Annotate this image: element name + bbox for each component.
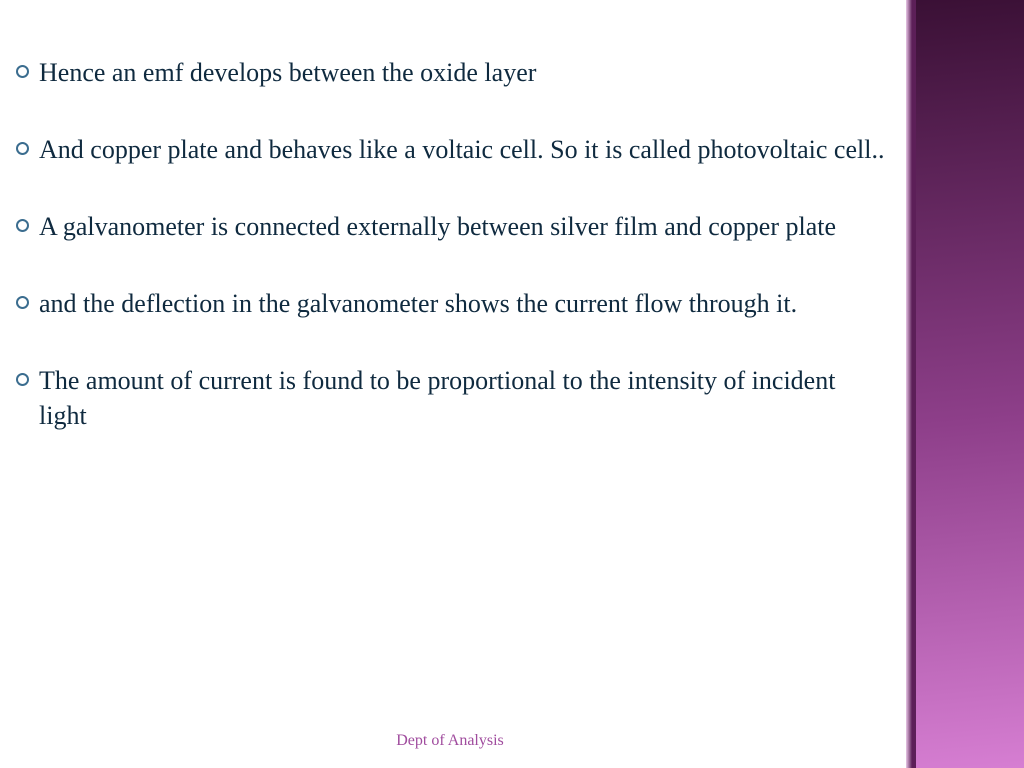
bullet-text: and the deflection in the galvanometer s… (39, 286, 886, 321)
bullet-text: A galvanometer is connected externally b… (39, 209, 886, 244)
bullet-text: The amount of current is found to be pro… (39, 363, 886, 433)
list-item: And copper plate and behaves like a volt… (16, 132, 886, 167)
list-item: and the deflection in the galvanometer s… (16, 286, 886, 321)
slide-content: Hence an emf develops between the oxide … (16, 55, 886, 476)
bullet-text: Hence an emf develops between the oxide … (39, 55, 886, 90)
bullet-circle-icon (16, 65, 29, 78)
slide-footer: Dept of Analysis (0, 732, 900, 750)
list-item: A galvanometer is connected externally b… (16, 209, 886, 244)
bullet-circle-icon (16, 219, 29, 232)
list-item: Hence an emf develops between the oxide … (16, 55, 886, 90)
bullet-text: And copper plate and behaves like a volt… (39, 132, 886, 167)
bullet-circle-icon (16, 142, 29, 155)
list-item: The amount of current is found to be pro… (16, 363, 886, 433)
decorative-side-strip (906, 0, 1024, 768)
bullet-circle-icon (16, 296, 29, 309)
bullet-circle-icon (16, 373, 29, 386)
